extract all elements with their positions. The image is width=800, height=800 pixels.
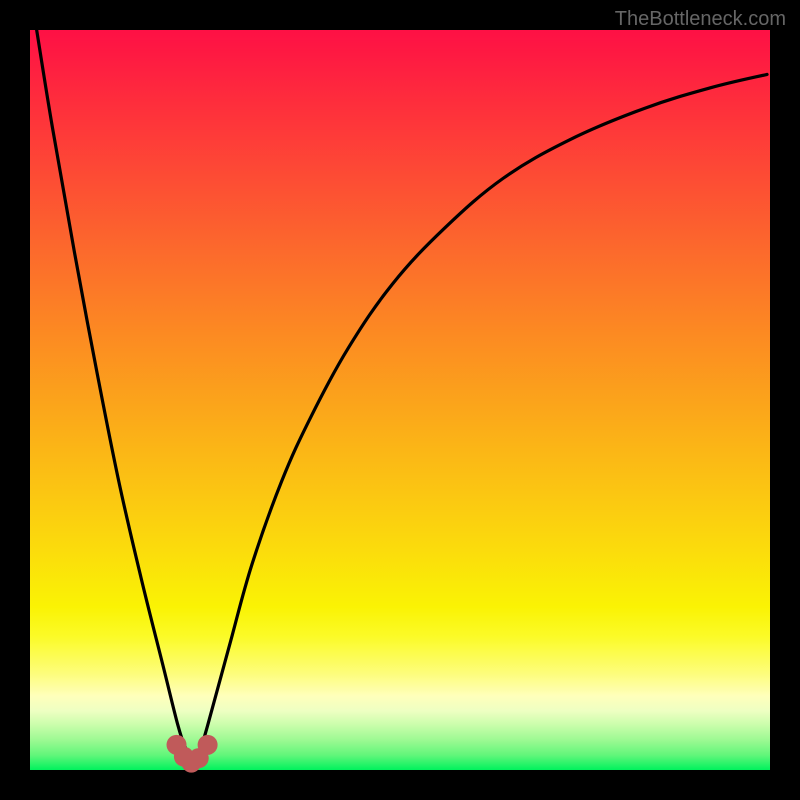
- optimal-point-marker: [198, 735, 218, 755]
- chart-container: TheBottleneck.com: [0, 0, 800, 800]
- plot-background: [30, 30, 770, 770]
- bottleneck-chart: [0, 0, 800, 800]
- watermark-text: TheBottleneck.com: [615, 8, 786, 31]
